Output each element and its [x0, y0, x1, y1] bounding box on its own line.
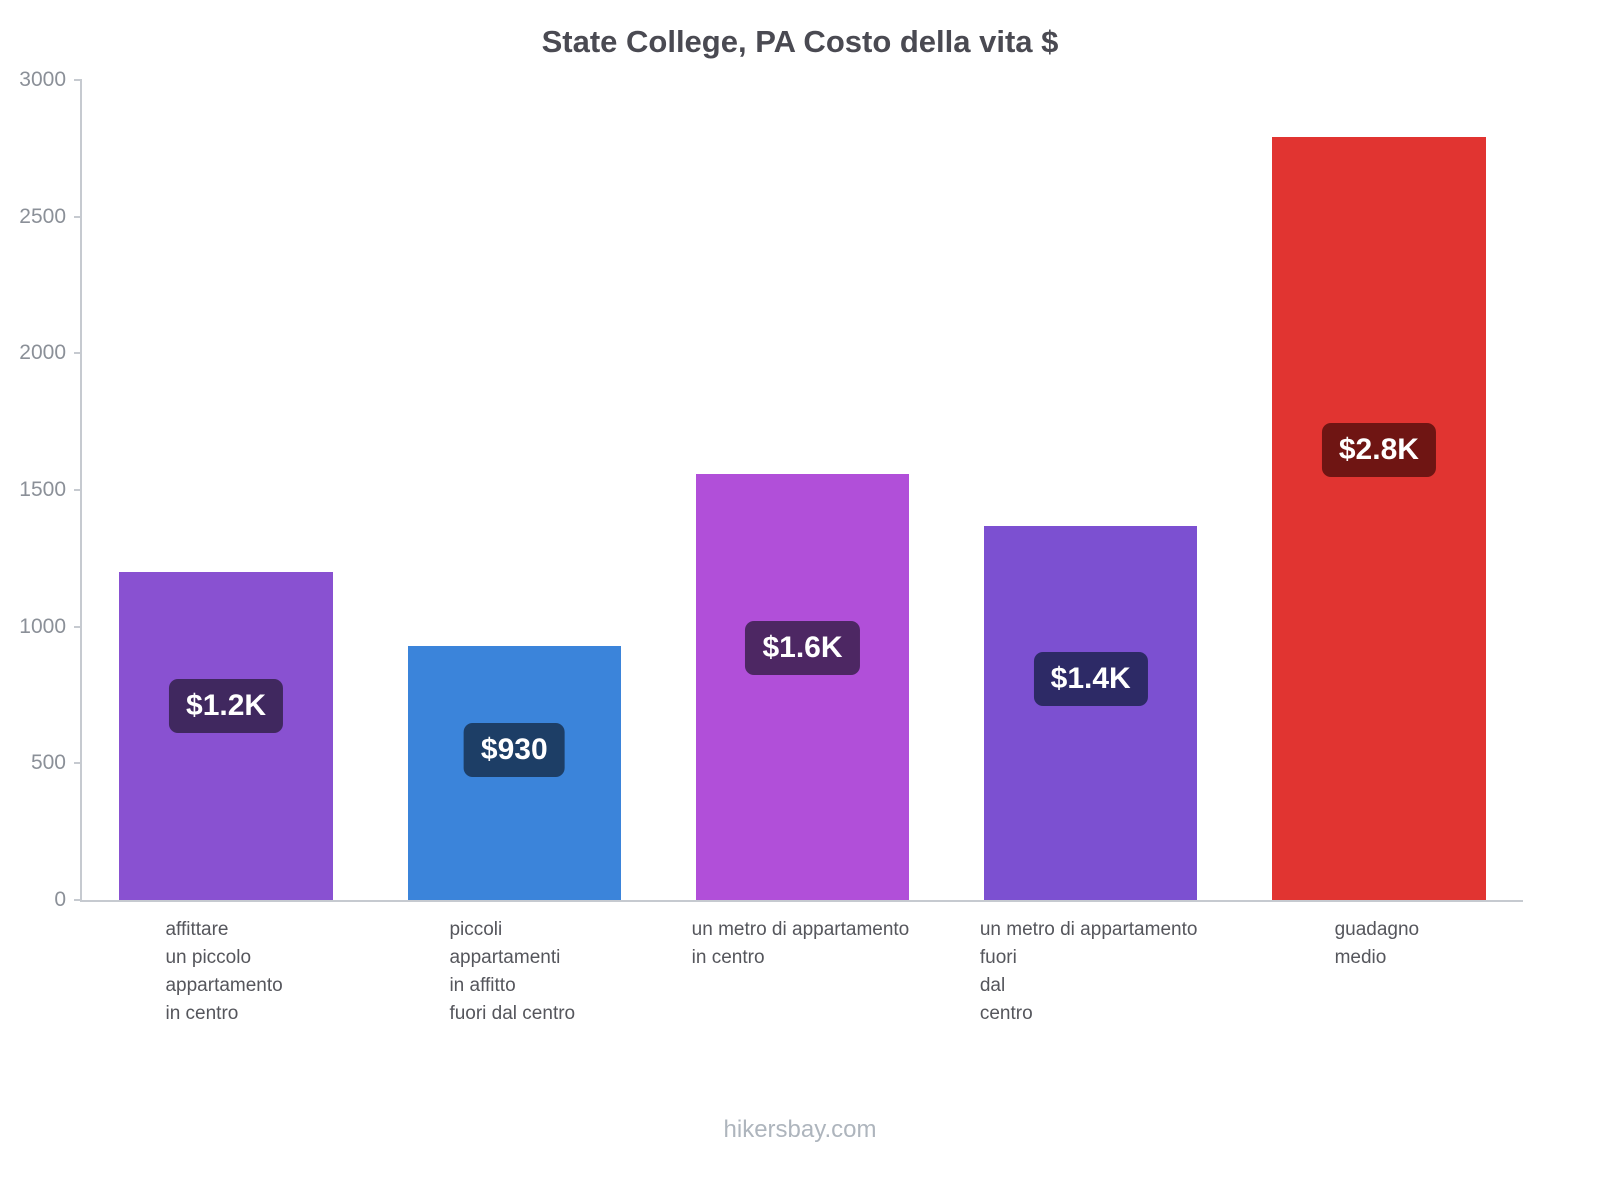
- watermark-text: hikersbay.com: [723, 1116, 877, 1143]
- bar-value-label: $2.8K: [1321, 423, 1436, 478]
- y-tick-label: 2500: [19, 204, 66, 228]
- bar-4: $1.4K: [984, 525, 1198, 900]
- y-tick-label: 1000: [19, 614, 66, 638]
- y-tick-label: 3000: [19, 68, 66, 91]
- x-category-label: guadagno medio: [1233, 916, 1521, 972]
- x-category-label: piccoli appartamenti in affitto fuori dal c…: [368, 916, 656, 1028]
- y-tick-mark: [74, 762, 82, 765]
- bar-value-label: $1.6K: [745, 621, 860, 676]
- y-tick-mark: [74, 79, 82, 81]
- x-category-text: affittare un piccolo appartamento in centro: [165, 919, 283, 1024]
- x-category-text: un metro di appartamento in centro: [691, 919, 910, 968]
- bar-1: $1.2K: [119, 572, 333, 900]
- x-category-label: un metro di appartamento fuori dal centro: [945, 916, 1233, 1028]
- y-axis: 0 500 1000 1500 2000 2500 3000: [19, 68, 1523, 911]
- x-category-text: un metro di appartamento fuori dal centro: [979, 919, 1198, 1024]
- y-tick-label: 0: [54, 888, 66, 911]
- x-category-text: guadagno medio: [1334, 919, 1420, 968]
- bar-5: $2.8K: [1272, 137, 1486, 900]
- plot-area: 0 500 1000 1500 2000 2500 3000 $1.2K $930 $1.6K $…: [19, 68, 1523, 911]
- bar-value-label: $1.4K: [1033, 652, 1148, 707]
- bar-value-label: $930: [463, 723, 565, 778]
- y-tick-label: 500: [30, 751, 66, 775]
- y-tick-label: 2000: [19, 341, 66, 365]
- y-tick-mark: [74, 489, 82, 491]
- y-tick-mark: [74, 352, 82, 355]
- chart-title: State College, PA Costo della vita $: [541, 24, 1059, 59]
- x-category-label: un metro di appartamento in centro: [656, 916, 944, 972]
- bars-container: $1.2K $930 $1.6K $1.4K $2.8K: [82, 80, 1523, 900]
- y-tick-mark: [74, 625, 82, 628]
- x-category-label: affittare un piccolo appartamento in centro: [80, 916, 368, 1028]
- bar-2: $930: [407, 645, 621, 900]
- bar-3: $1.6K: [695, 473, 910, 900]
- x-category-text: piccoli appartamenti in affitto fuori dal c…: [449, 919, 576, 1024]
- x-axis-labels: affittare un piccolo appartamento in centro…: [80, 916, 1521, 1028]
- y-tick-mark: [74, 899, 82, 901]
- y-tick-mark: [74, 215, 82, 218]
- bar-value-label: $1.2K: [169, 679, 284, 734]
- y-tick-label: 1500: [19, 478, 66, 501]
